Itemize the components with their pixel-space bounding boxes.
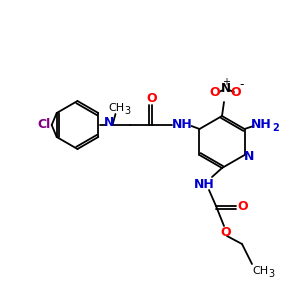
Text: N: N [244, 149, 255, 163]
Text: CH: CH [108, 103, 124, 113]
Text: NH: NH [172, 118, 193, 131]
Text: N: N [104, 116, 115, 130]
Text: 3: 3 [124, 106, 130, 116]
Text: +: + [222, 77, 230, 87]
Text: NH: NH [251, 118, 272, 131]
Text: Cl: Cl [37, 118, 50, 131]
Text: O: O [238, 200, 248, 214]
Text: O: O [221, 226, 231, 239]
Text: O: O [231, 85, 241, 98]
Text: 2: 2 [272, 123, 279, 133]
Text: O: O [210, 85, 220, 98]
Text: O: O [146, 92, 157, 104]
Text: -: - [240, 79, 244, 92]
Text: CH: CH [252, 266, 268, 276]
Text: N: N [221, 82, 231, 95]
Text: NH: NH [194, 178, 214, 190]
Text: 3: 3 [268, 269, 274, 279]
